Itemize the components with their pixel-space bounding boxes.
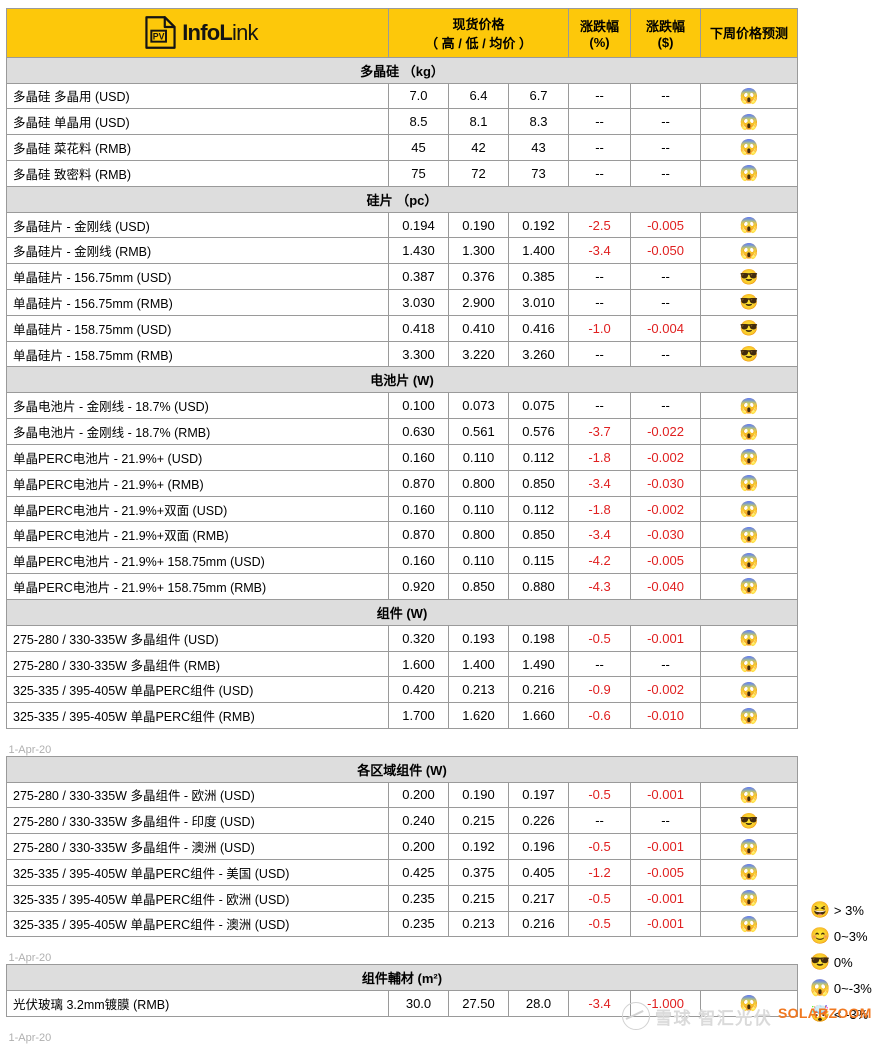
svg-text:PV: PV (153, 32, 165, 42)
